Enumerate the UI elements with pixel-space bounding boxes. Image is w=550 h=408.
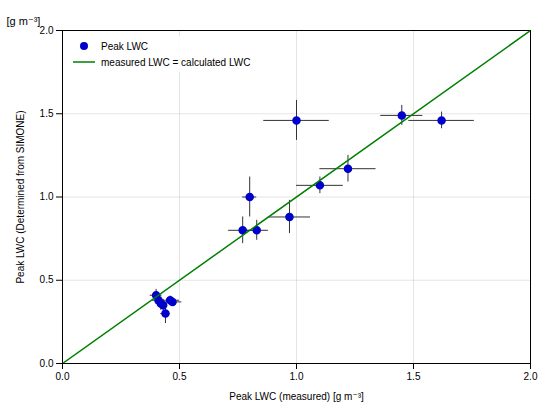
svg-text:Peak LWC (Determined from SIMO: Peak LWC (Determined from SIMONE) <box>15 110 26 283</box>
svg-text:1.5: 1.5 <box>407 371 421 382</box>
html-text:Peak LWC: Peak LWC <box>101 40 149 52</box>
svg-text:0.0: 0.0 <box>56 371 70 382</box>
svg-text:0.5: 0.5 <box>173 371 187 382</box>
svg-text:1.5: 1.5 <box>40 108 54 119</box>
svg-text:0.5: 0.5 <box>40 274 54 285</box>
svg-text:1.0: 1.0 <box>290 371 304 382</box>
svg-text:1.0: 1.0 <box>40 191 54 202</box>
svg-text:0.0: 0.0 <box>40 358 54 369</box>
html-text:measured LWC = calculated LWC: measured LWC = calculated LWC <box>101 56 251 68</box>
svg-text:[g m⁻³]: [g m⁻³] <box>7 15 41 27</box>
svg-text:2.0: 2.0 <box>524 371 538 382</box>
svg-text:Peak LWC (measured) [g m⁻³]: Peak LWC (measured) [g m⁻³] <box>229 391 364 402</box>
svg-text:2.0: 2.0 <box>40 25 54 36</box>
